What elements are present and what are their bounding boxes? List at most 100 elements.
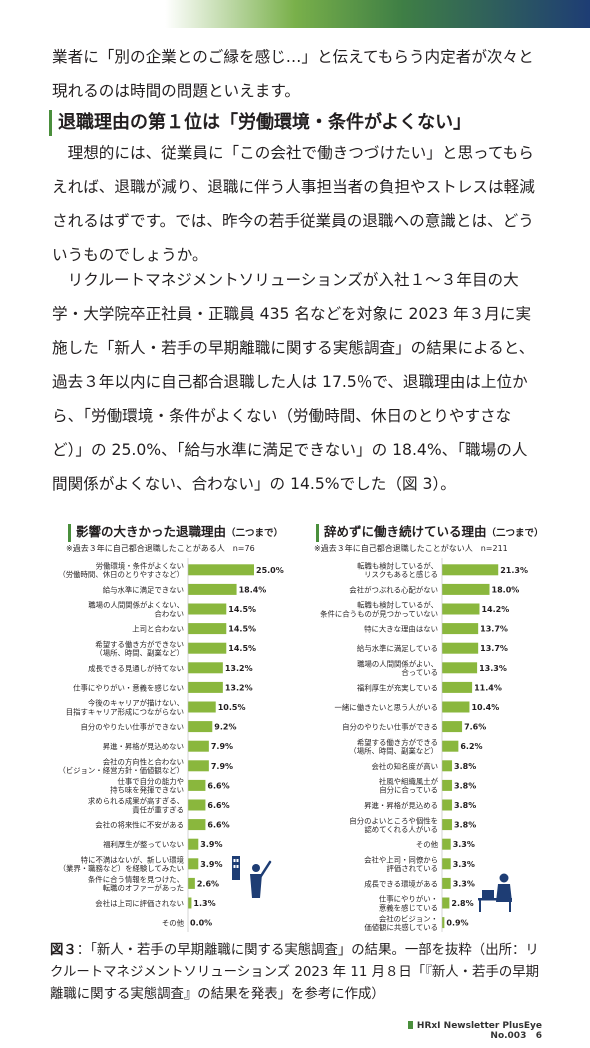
- data-label: 2.6%: [197, 879, 219, 888]
- data-label: 3.9%: [200, 860, 222, 869]
- category-label: 今後のキャリアが描けない、: [88, 699, 184, 708]
- body-paragraph-1: 業者に「別の企業とのご縁を感じ…」と伝えてもらう内定者が次々と現れるのは時間の問…: [52, 48, 534, 100]
- category-label: 成長できる環境がある: [364, 879, 438, 888]
- bar: [188, 858, 199, 870]
- category-label: （場所、時間、副業など）: [349, 747, 438, 756]
- data-label: 11.4%: [474, 683, 502, 692]
- data-label: 13.2%: [225, 664, 253, 673]
- chart-title-right: 辞めずに働き続けている理由（二つまで）: [316, 524, 544, 542]
- bar: [188, 819, 206, 831]
- category-label: 成長できる見通しが持てない: [88, 664, 184, 673]
- data-label: 0.0%: [190, 919, 212, 928]
- bar: [442, 603, 480, 615]
- bar: [442, 897, 450, 909]
- bar: [442, 681, 473, 693]
- data-label: 3.3%: [453, 840, 475, 849]
- bar: [442, 583, 490, 595]
- bar: [442, 701, 470, 713]
- bar: [442, 819, 453, 831]
- bar: [188, 897, 192, 909]
- data-label: 14.5%: [228, 625, 256, 634]
- category-label: 特に不満はないが、新しい環境: [81, 856, 185, 865]
- category-label: 職場の人間関係がよい、: [357, 660, 438, 669]
- category-label: 会社は上司に評価されない: [95, 899, 184, 908]
- data-label: 21.3%: [500, 566, 528, 575]
- category-label: 自分のよいところや個性を: [349, 816, 438, 825]
- category-label: 希望する働き方ができる: [357, 738, 438, 747]
- category-label: 会社のビジョン・: [379, 914, 438, 923]
- data-label: 18.4%: [239, 585, 267, 594]
- figure-caption: 図３：「新人・若手の早期離職に関する実態調査」の結果。一部を抜粋（出所：リクルー…: [50, 943, 540, 1002]
- data-label: 10.5%: [218, 703, 246, 712]
- header-gradient-bar: [0, 0, 590, 28]
- bar: [188, 603, 227, 615]
- data-label: 13.7%: [480, 644, 508, 653]
- chart-note-left: ※過去３年に自己都合退職したことがある人 n=76: [66, 544, 255, 553]
- category-label: 自分に合っている: [379, 786, 438, 795]
- data-label: 14.5%: [228, 644, 256, 653]
- bar: [188, 642, 227, 654]
- data-label: 7.9%: [211, 742, 233, 751]
- bar: [442, 642, 479, 654]
- data-label: 6.2%: [460, 742, 482, 751]
- data-label: 25.0%: [256, 566, 284, 575]
- data-label: 7.6%: [464, 723, 486, 732]
- bar: [442, 877, 451, 889]
- data-label: 3.8%: [454, 821, 476, 830]
- data-label: 3.8%: [454, 781, 476, 790]
- bar: [188, 799, 206, 811]
- data-label: 1.3%: [193, 899, 215, 908]
- category-label: 意義を感じている: [379, 903, 438, 912]
- category-label: 条件に合う情報を見つけた、: [88, 875, 184, 884]
- category-label: 会社の方向性と合わない: [103, 758, 184, 767]
- category-label: （業界・職務など）を経験してみたい: [59, 864, 184, 873]
- bar: [442, 740, 459, 752]
- category-label: 仕事で自分の能力や: [117, 777, 184, 786]
- page-number: 6: [535, 1031, 542, 1041]
- category-label: 転職も検討しているが、: [357, 562, 438, 571]
- chart-note-right: ※過去３年に自己都合退職したことがない人 n=211: [314, 544, 508, 553]
- category-label: 転職のオファーがあった: [103, 884, 184, 893]
- chart-panel-left: 影響の大きかった退職理由（二つまで） ※過去３年に自己都合退職したことがある人 …: [52, 512, 292, 932]
- data-label: 18.0%: [492, 585, 520, 594]
- bar: [188, 623, 227, 635]
- category-label: 社風や組織風土が: [379, 777, 439, 786]
- category-label: 会社や上司・同僚から: [364, 856, 438, 865]
- category-label: 昇進・昇格が見込めない: [103, 742, 184, 751]
- bar: [188, 583, 237, 595]
- presenter-icon: [232, 856, 272, 898]
- bar: [442, 799, 453, 811]
- bar: [188, 564, 254, 576]
- category-label: リスクもあると感じる: [364, 570, 438, 579]
- data-label: 10.4%: [471, 703, 499, 712]
- chart-panel-right: 辞めずに働き続けている理由（二つまで） ※過去３年に自己都合退職したことがない人…: [300, 512, 544, 932]
- category-label: 労働環境・条件がよくない: [96, 562, 184, 571]
- category-label: （労働時間、休日のとりやすさなど）: [58, 570, 184, 579]
- data-label: 3.8%: [454, 801, 476, 810]
- category-label: 一緒に働きたいと思う人がいる: [335, 703, 438, 712]
- category-label: 給与水準に満足している: [357, 644, 438, 653]
- category-label: 給与水準に満足できない: [103, 585, 184, 594]
- bar: [442, 838, 451, 850]
- data-label: 14.2%: [481, 605, 509, 614]
- category-label: 自分のやりたい仕事ができる: [342, 723, 438, 732]
- bar: [188, 877, 195, 889]
- data-label: 3.8%: [454, 762, 476, 771]
- category-label: その他: [162, 919, 185, 928]
- category-label: 会社の知名度が高い: [371, 762, 438, 771]
- category-label: 条件に合うものが見つかっていない: [320, 609, 438, 618]
- bar: [442, 858, 451, 870]
- bar: [442, 623, 479, 635]
- category-label: 福利厚生が充実している: [357, 683, 438, 692]
- category-label: 合っている: [401, 668, 438, 677]
- bar: [188, 662, 223, 674]
- data-label: 7.9%: [211, 762, 233, 771]
- section-heading: 退職理由の第１位は「労働環境・条件がよくない」: [49, 110, 471, 136]
- category-label: その他: [416, 840, 439, 849]
- category-label: （場所、時間、副業など）: [95, 649, 184, 658]
- chart-right: 転職も検討しているが、リスクもあると感じる 21.3%会社がつぶれる心配がない 18…: [320, 558, 528, 932]
- category-label: 昇進・昇格が見込める: [364, 801, 438, 810]
- footer-title: HRxI Newsletter PlusEye No.003: [416, 1021, 542, 1041]
- body-paragraph-2: 理想的には、従業員に「この会社で働きつづけたい」と思ってもらえれば、退職が減り、…: [52, 144, 535, 264]
- chart-left: 労働環境・条件がよくない（労働時間、休日のとりやすさなど） 25.0% 給与水準に満…: [58, 558, 284, 932]
